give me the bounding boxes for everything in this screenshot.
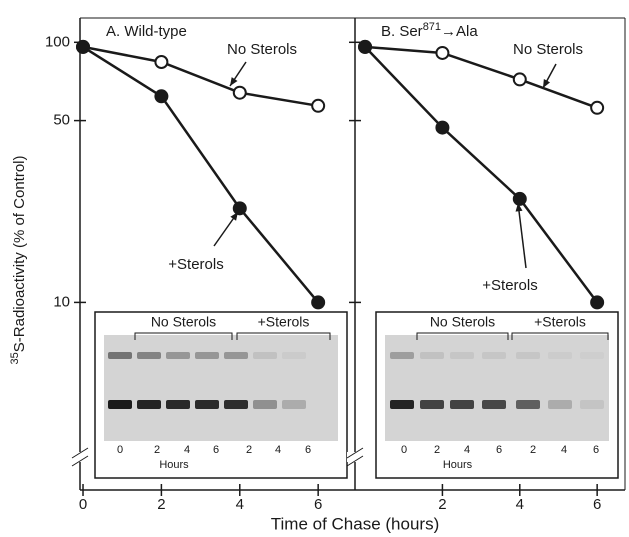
title-sup: 871: [423, 21, 441, 33]
gel-band: [450, 352, 474, 359]
gel-band: [580, 400, 604, 409]
gel-band: [450, 400, 474, 409]
series-annotation: No Sterols: [227, 41, 297, 58]
gel-band: [548, 400, 572, 409]
x-axis-label: Time of Chase (hours): [271, 514, 439, 533]
lanes-axis-label: Hours: [159, 459, 189, 471]
lane-label: 6: [213, 444, 219, 456]
gel-band: [420, 352, 444, 359]
gel-band: [282, 352, 306, 359]
x-tick-label: 2: [438, 496, 446, 513]
gel-band: [224, 400, 248, 409]
data-point: [359, 41, 371, 53]
arrow-head: [230, 212, 238, 221]
series-annotation: +Sterols: [482, 277, 537, 294]
lane-label: 2: [434, 444, 440, 456]
gel-band: [108, 352, 132, 359]
lane-label: 0: [117, 444, 123, 456]
lane-label: 2: [246, 444, 252, 456]
data-point: [312, 296, 324, 308]
series-annotation: No Sterols: [513, 41, 583, 58]
gel-band: [195, 352, 219, 359]
gel-band: [516, 352, 540, 359]
gel-band: [516, 400, 540, 409]
lane-label: 6: [496, 444, 502, 456]
data-point: [436, 122, 448, 134]
data-point: [77, 41, 89, 53]
gel-band: [108, 400, 132, 409]
y-tick-label: 100: [45, 33, 70, 50]
title-suffix: →Ala: [441, 23, 478, 40]
gel-band: [390, 400, 414, 409]
y-label-sup: 35: [9, 352, 21, 364]
y-tick-label: 10: [53, 293, 70, 310]
group-label: No Sterols: [151, 314, 216, 330]
lanes-axis-label: Hours: [443, 459, 473, 471]
group-label: No Sterols: [430, 314, 495, 330]
gel-band: [224, 352, 248, 359]
data-point: [436, 47, 448, 59]
data-point: [155, 90, 167, 102]
arrow-head: [230, 77, 238, 86]
lane-label: 2: [530, 444, 536, 456]
panel-title: B. Ser871→Ala: [381, 21, 478, 40]
x-tick-label: 6: [314, 496, 322, 513]
figure: 35S-Radioactivity (% of Control) Time of…: [0, 0, 629, 537]
title-prefix: B. Ser: [381, 23, 423, 40]
gel-band: [420, 400, 444, 409]
data-point: [234, 202, 246, 214]
gel-band: [482, 400, 506, 409]
group-label: +Sterols: [534, 314, 586, 330]
gel-band: [580, 352, 604, 359]
x-tick-label: 0: [79, 496, 87, 513]
data-point: [514, 193, 526, 205]
data-point: [591, 102, 603, 114]
x-tick-label: 4: [236, 496, 244, 513]
lane-label: 4: [184, 444, 190, 456]
data-point: [312, 100, 324, 112]
data-point: [155, 56, 167, 68]
gel-band: [137, 352, 161, 359]
series-annotation: +Sterols: [168, 256, 223, 273]
x-tick-label: 2: [157, 496, 165, 513]
lane-label: 0: [401, 444, 407, 456]
data-point: [591, 296, 603, 308]
gel-band: [166, 400, 190, 409]
gel-band: [195, 400, 219, 409]
gel-band: [390, 352, 414, 359]
lane-label: 6: [593, 444, 599, 456]
group-label: +Sterols: [258, 314, 310, 330]
gel-band: [166, 352, 190, 359]
gel-band: [482, 352, 506, 359]
lane-label: 4: [275, 444, 281, 456]
x-tick-label: 4: [516, 496, 524, 513]
y-axis-label: 35S-Radioactivity (% of Control): [9, 156, 28, 365]
gel: [385, 335, 609, 441]
lane-label: 4: [464, 444, 470, 456]
gel-band: [253, 400, 277, 409]
lane-label: 6: [305, 444, 311, 456]
gel: [104, 335, 338, 441]
x-tick-label: 6: [593, 496, 601, 513]
lane-label: 4: [561, 444, 567, 456]
annotation-arrow: [518, 203, 526, 268]
gel-band: [253, 352, 277, 359]
gel-band: [548, 352, 572, 359]
lane-label: 2: [154, 444, 160, 456]
y-label-text: S-Radioactivity (% of Control): [11, 156, 28, 353]
y-tick-label: 50: [53, 112, 70, 129]
data-point: [514, 73, 526, 85]
gel-band: [137, 400, 161, 409]
data-point: [234, 87, 246, 99]
series-line: [365, 47, 597, 302]
panel-title: A. Wild-type: [106, 23, 187, 40]
gel-band: [282, 400, 306, 409]
